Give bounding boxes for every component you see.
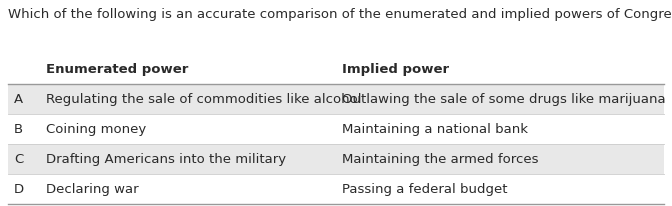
Text: Which of the following is an accurate comparison of the enumerated and implied p: Which of the following is an accurate co… — [8, 8, 672, 21]
Text: Coining money: Coining money — [46, 123, 146, 136]
Text: C: C — [14, 153, 24, 166]
Text: Outlawing the sale of some drugs like marijuana: Outlawing the sale of some drugs like ma… — [342, 93, 666, 106]
Text: Enumerated power: Enumerated power — [46, 63, 188, 76]
Text: A: A — [14, 93, 23, 106]
Text: B: B — [14, 123, 23, 136]
Text: Drafting Americans into the military: Drafting Americans into the military — [46, 153, 286, 166]
Bar — [8, 144, 664, 174]
Text: D: D — [14, 183, 24, 195]
Text: Regulating the sale of commodities like alcohol: Regulating the sale of commodities like … — [46, 93, 362, 106]
Text: Implied power: Implied power — [342, 63, 449, 76]
Text: Passing a federal budget: Passing a federal budget — [342, 183, 507, 195]
Text: Maintaining the armed forces: Maintaining the armed forces — [342, 153, 538, 166]
Text: Maintaining a national bank: Maintaining a national bank — [342, 123, 528, 136]
Text: Declaring war: Declaring war — [46, 183, 138, 195]
Bar — [8, 85, 664, 115]
